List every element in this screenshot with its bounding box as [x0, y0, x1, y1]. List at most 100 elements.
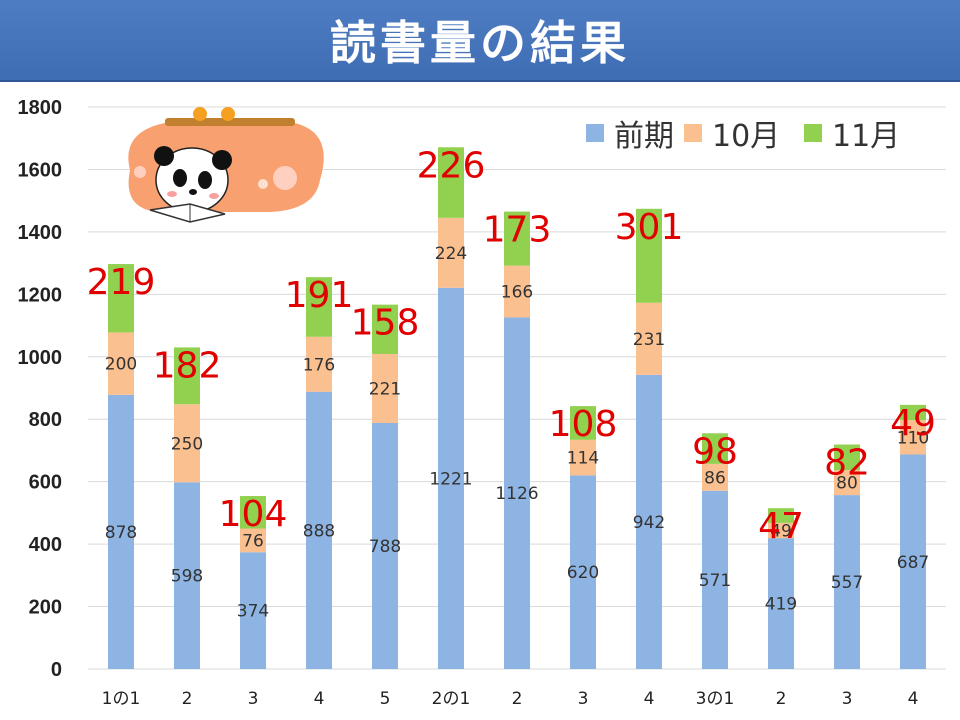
bar-segment [372, 304, 398, 354]
data-label: 250 [171, 434, 203, 454]
data-label-top: 226 [417, 145, 486, 186]
bar-segment [570, 439, 596, 476]
x-tick-label: 4 [908, 689, 919, 709]
x-tick-label: 5 [380, 689, 391, 709]
data-label: 224 [435, 244, 467, 264]
bar-segment [306, 336, 332, 392]
data-label: 1126 [495, 484, 538, 504]
bar-segment [306, 277, 332, 337]
data-label-top: 98 [692, 431, 738, 472]
bar-segment [372, 422, 398, 669]
y-tick-label: 200 [29, 597, 62, 619]
bar-segment [834, 470, 860, 496]
data-label: 942 [633, 513, 665, 533]
data-label: 114 [567, 449, 599, 469]
bar-segment [504, 317, 530, 669]
data-label: 221 [369, 379, 401, 399]
bar-segment [504, 265, 530, 318]
x-tick-label: 2の1 [432, 689, 471, 709]
y-axis-ticks: 0 200 400 600 800 1000 1200 1400 1600 1800 [18, 97, 63, 681]
x-tick-label: 4 [644, 689, 655, 709]
legend-swatch [804, 124, 822, 142]
bar-segment [438, 147, 464, 218]
legend-swatch [684, 124, 702, 142]
data-label-top: 219 [87, 262, 156, 303]
panda-purse-illustration [128, 107, 324, 223]
y-tick-label: 1200 [18, 284, 63, 306]
data-label: 49 [770, 522, 792, 542]
data-label-top: 191 [285, 275, 354, 316]
x-tick-label: 1の1 [102, 689, 141, 709]
data-label-top: 104 [219, 494, 288, 535]
bar-segment [768, 538, 794, 669]
bar-segment [108, 332, 134, 395]
stacked-bar-chart: 0 200 400 600 800 1000 1200 1400 1600 1800 878 200… [18, 97, 946, 709]
y-tick-label: 400 [29, 534, 62, 556]
data-label-top: 173 [483, 210, 552, 251]
y-tick-label: 600 [29, 472, 62, 494]
data-label-top: 49 [890, 403, 936, 444]
data-label: 231 [633, 330, 665, 350]
bar-segment [702, 433, 728, 464]
bar-segment [636, 302, 662, 375]
bar-segment [240, 552, 266, 669]
legend: 前期 10月 11月 [586, 119, 900, 154]
bar-segment [438, 217, 464, 288]
data-label: 110 [897, 428, 929, 448]
data-label: 166 [501, 283, 533, 303]
bar-segment [636, 374, 662, 669]
data-label: 1221 [429, 469, 472, 489]
data-label: 788 [369, 537, 401, 557]
bar-segment [702, 490, 728, 669]
data-label-top: 108 [549, 404, 618, 445]
title-banner: 読書量の結果 [0, 0, 960, 82]
data-label: 176 [303, 355, 335, 375]
y-tick-label: 1800 [18, 97, 63, 119]
y-tick-label: 1400 [18, 222, 63, 244]
bar-segment [306, 391, 332, 669]
bar-segment [240, 528, 266, 553]
x-tick-label: 2 [776, 689, 787, 709]
legend-label: 10月 [712, 119, 780, 154]
x-tick-label: 4 [314, 689, 325, 709]
bar-segment [900, 420, 926, 455]
bar-segment [570, 475, 596, 669]
data-label-top: 82 [824, 443, 870, 484]
y-tick-label: 800 [29, 409, 62, 431]
bar-segment [900, 454, 926, 669]
data-label-top: 301 [615, 207, 684, 248]
legend-label: 11月 [832, 119, 900, 154]
data-label-top: 47 [758, 506, 804, 547]
y-tick-label: 1600 [18, 159, 63, 181]
bar-segment [834, 444, 860, 471]
bar-segment [174, 347, 200, 405]
bar-segment [438, 287, 464, 669]
bar-segment [108, 394, 134, 669]
legend-swatch [586, 124, 604, 142]
x-tick-label: 2 [182, 689, 193, 709]
bar-segment [570, 406, 596, 440]
chart-title: 読書量の結果 [330, 16, 630, 70]
bar-segment [702, 463, 728, 491]
data-label: 620 [567, 563, 599, 583]
bar-segment [240, 496, 266, 529]
data-label: 888 [303, 521, 335, 541]
data-label-top: 158 [351, 303, 420, 344]
data-label: 374 [237, 602, 269, 622]
data-label: 80 [836, 474, 858, 494]
x-tick-label: 3の1 [696, 689, 735, 709]
bar-segment [636, 208, 662, 303]
data-label: 557 [831, 573, 863, 593]
bar-segment [504, 211, 530, 266]
y-tick-label: 1000 [18, 347, 63, 369]
data-label: 598 [171, 567, 203, 587]
data-label: 419 [765, 595, 797, 615]
x-tick-label: 3 [248, 689, 259, 709]
x-axis-ticks: 1の1 2 3 4 5 2の1 2 3 4 3の1 2 3 4 [102, 689, 919, 709]
data-label: 687 [897, 553, 929, 573]
data-label: 86 [704, 468, 726, 488]
x-tick-label: 3 [578, 689, 589, 709]
bar-segment [834, 495, 860, 669]
bar-segment [768, 508, 794, 523]
